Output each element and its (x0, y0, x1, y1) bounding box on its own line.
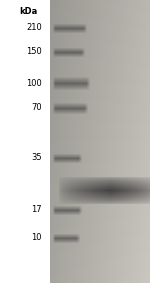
Text: 100: 100 (26, 78, 42, 87)
Text: 70: 70 (31, 104, 42, 113)
Text: 10: 10 (32, 233, 42, 243)
Text: 150: 150 (26, 48, 42, 57)
Text: 17: 17 (31, 205, 42, 215)
Text: kDa: kDa (20, 8, 38, 16)
Text: 210: 210 (26, 23, 42, 33)
Text: 35: 35 (31, 153, 42, 162)
